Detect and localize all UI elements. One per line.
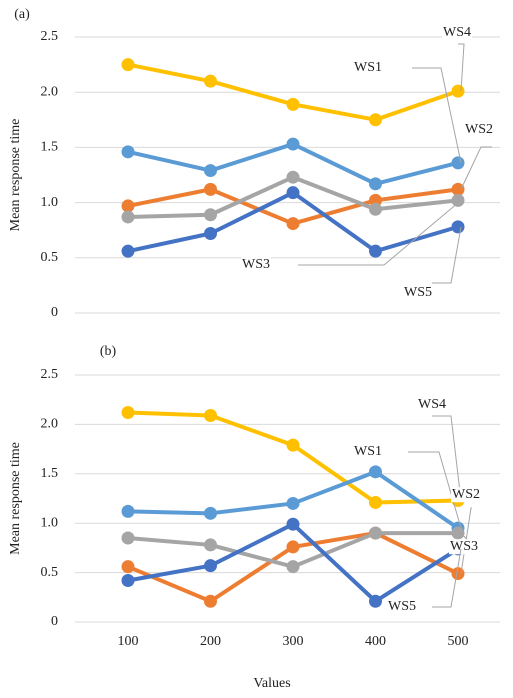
y-tick-label: 2.5 xyxy=(41,367,59,382)
y-axis-title: Mean response time xyxy=(8,442,23,555)
series-label: WS3 xyxy=(242,257,270,272)
series-label: WS1 xyxy=(354,444,382,459)
data-point xyxy=(204,594,217,608)
data-point xyxy=(121,210,135,224)
series-line xyxy=(127,410,459,505)
y-tick-label: 0.5 xyxy=(41,250,59,265)
data-point xyxy=(204,227,217,241)
x-tick-label: 400 xyxy=(365,634,386,649)
y-tick-label: 1.0 xyxy=(41,515,59,530)
data-point xyxy=(286,560,300,574)
series-label: WS2 xyxy=(465,122,493,137)
data-point xyxy=(451,220,465,234)
data-point xyxy=(121,504,135,518)
data-point xyxy=(121,531,135,545)
data-point xyxy=(369,177,382,191)
series-label: WS4 xyxy=(418,397,446,412)
label-bg xyxy=(451,487,481,503)
callout-line xyxy=(432,226,462,284)
label-bg xyxy=(449,539,479,555)
y-tick-label: 2.0 xyxy=(41,417,59,432)
y-tick-label: 2.5 xyxy=(41,29,59,44)
label-bg xyxy=(403,285,433,301)
data-point xyxy=(369,594,382,608)
data-point xyxy=(121,244,135,258)
series-label: WS2 xyxy=(452,487,480,502)
data-point xyxy=(121,199,135,213)
data-point xyxy=(121,560,135,574)
data-point xyxy=(286,137,300,151)
callout-line xyxy=(412,67,462,163)
data-point xyxy=(286,170,300,184)
data-point xyxy=(286,186,300,200)
data-point xyxy=(369,526,382,540)
callout-line xyxy=(432,415,462,501)
data-point xyxy=(286,540,300,554)
callout-line xyxy=(408,451,462,529)
data-point xyxy=(451,156,465,170)
series-label: WS5 xyxy=(404,285,432,300)
data-point xyxy=(369,244,382,258)
label-bg xyxy=(353,444,383,460)
x-axis-title: Values xyxy=(253,676,290,691)
data-point xyxy=(451,526,465,540)
label-bg xyxy=(387,599,417,615)
y-axis-title: Mean response time xyxy=(8,119,23,232)
series-label: WS4 xyxy=(443,25,471,40)
data-point xyxy=(286,496,300,510)
y-tick-label: 0 xyxy=(51,305,58,320)
callout-line xyxy=(298,200,462,266)
x-tick-label: 200 xyxy=(200,634,221,649)
data-point xyxy=(204,559,217,573)
data-point xyxy=(451,84,465,98)
data-point xyxy=(121,574,135,588)
data-point xyxy=(204,164,217,178)
data-point xyxy=(121,58,135,72)
callout-line xyxy=(458,43,465,92)
y-tick-label: 0.5 xyxy=(41,565,59,580)
label-bg xyxy=(353,60,383,76)
data-point xyxy=(286,517,300,531)
label-bg xyxy=(442,25,472,41)
data-point xyxy=(451,182,465,196)
y-tick-label: 0 xyxy=(51,614,58,629)
data-point xyxy=(204,208,217,222)
panel-label: (b) xyxy=(100,344,117,359)
series-label: WS1 xyxy=(354,60,382,75)
label-bg xyxy=(417,397,447,413)
data-point xyxy=(369,465,382,479)
data-point xyxy=(204,74,217,88)
callout-line xyxy=(432,548,462,608)
data-point xyxy=(204,409,217,423)
data-point xyxy=(121,145,135,159)
series-label: WS5 xyxy=(388,599,416,614)
data-point xyxy=(286,217,300,231)
data-point xyxy=(204,538,217,552)
data-point xyxy=(369,495,382,509)
y-tick-label: 1.5 xyxy=(41,140,59,155)
label-bg xyxy=(464,122,494,138)
data-point xyxy=(204,182,217,196)
data-point xyxy=(451,193,465,207)
y-tick-label: 2.0 xyxy=(41,84,59,99)
callout-line xyxy=(460,146,492,190)
x-tick-label: 500 xyxy=(448,634,469,649)
y-tick-label: 1.5 xyxy=(41,466,59,481)
series-label: WS3 xyxy=(450,539,478,554)
data-point xyxy=(369,113,382,127)
data-point xyxy=(286,97,300,111)
data-point xyxy=(369,202,382,216)
data-point xyxy=(204,506,217,520)
x-tick-label: 100 xyxy=(118,634,139,649)
panel-label: (a) xyxy=(14,7,30,22)
data-point xyxy=(121,406,135,420)
label-bg xyxy=(241,257,271,273)
data-point xyxy=(286,438,300,452)
y-tick-label: 1.0 xyxy=(41,195,59,210)
x-tick-label: 300 xyxy=(283,634,304,649)
